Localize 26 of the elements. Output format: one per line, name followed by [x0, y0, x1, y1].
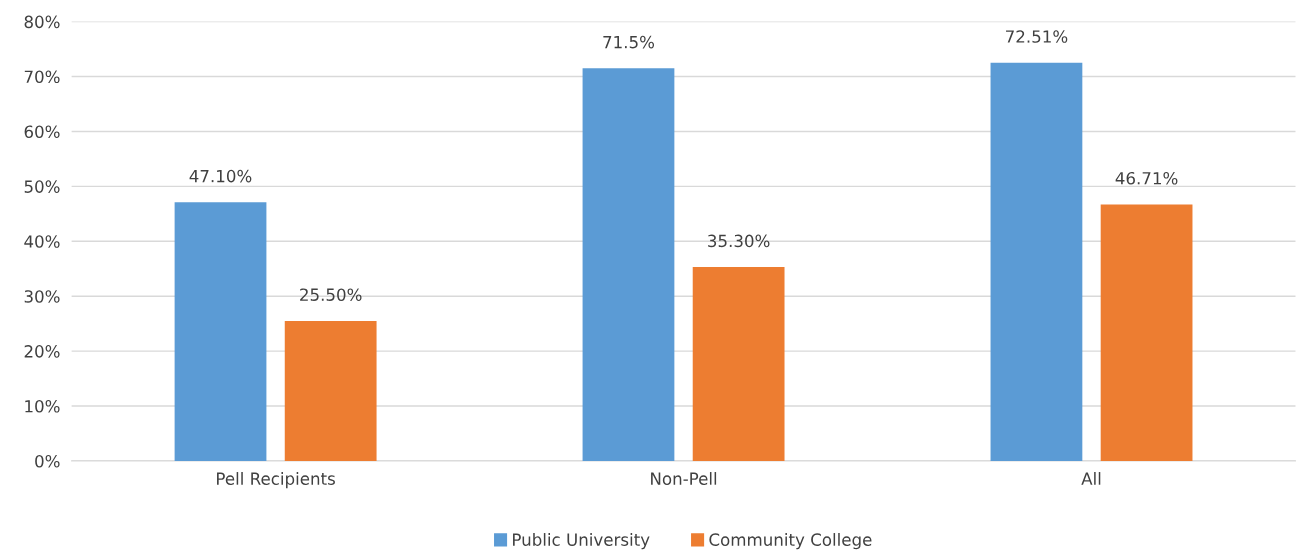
y-tick-label: 70%	[24, 70, 60, 84]
y-tick-label: 40%	[24, 235, 60, 248]
legend-label: Community College	[709, 533, 872, 550]
x-tick-label: All	[1081, 472, 1101, 485]
bar	[990, 62, 1083, 461]
y-tick-label: 30%	[24, 290, 60, 303]
data-label: 46.71%	[1115, 171, 1178, 185]
y-tick-label: 80%	[24, 15, 60, 29]
y-tick-label: 10%	[25, 399, 60, 413]
data-label: 71.5%	[603, 35, 655, 49]
bar	[284, 320, 377, 461]
bar	[582, 68, 675, 461]
bar	[1100, 204, 1193, 461]
legend-label: Public University	[513, 533, 650, 550]
y-tick-label: 60%	[24, 125, 60, 139]
x-tick-label: Pell Recipients	[217, 472, 335, 489]
data-label: 35.30%	[708, 234, 770, 248]
x-tick-label: Non-Pell	[651, 472, 717, 485]
bar	[692, 267, 785, 461]
y-tick-label: 0%	[35, 454, 60, 468]
bar	[174, 202, 267, 461]
data-label: 72.51%	[1006, 30, 1068, 43]
y-tick-label: 20%	[24, 345, 60, 358]
data-label: 47.10%	[189, 169, 252, 183]
data-label: 25.50%	[300, 288, 362, 301]
y-tick-label: 50%	[24, 180, 60, 193]
